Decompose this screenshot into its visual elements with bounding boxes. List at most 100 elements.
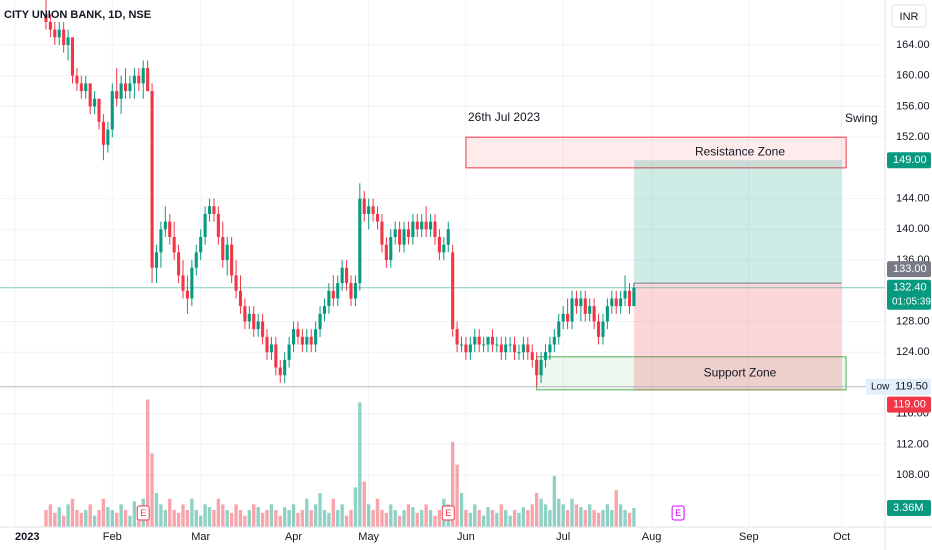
volume-bar [181,504,185,527]
candle-body [424,221,428,230]
candle-body [530,352,534,360]
candle-body [362,198,366,214]
volume-bar [300,510,305,527]
volume-bar [229,512,234,527]
volume-bar [278,515,282,527]
candle-body [44,14,48,22]
volume-bar [433,515,437,527]
candle-body [75,75,79,84]
volume-bar [66,504,70,527]
candle-body [517,352,521,354]
candle-body [464,344,468,353]
volume-bar [526,510,530,527]
volume-bar [313,504,318,527]
candle-body [579,298,583,307]
volume-bar [212,510,216,527]
volume-bar [411,507,415,527]
candle-body [486,336,490,345]
volume-bar [44,510,48,527]
volume-bar [397,515,402,527]
candle-body [526,344,530,353]
candle-body [48,21,52,30]
candle-body [566,313,570,322]
candle-body [146,68,150,92]
low-name: Low [871,381,890,392]
candle-body [433,221,437,238]
candle-body [349,283,353,299]
volume-bar [517,512,521,527]
volume-bar [128,515,132,527]
y-tick-label: 152.00 [896,131,930,143]
volume-bar [145,399,150,527]
candle-body [623,290,627,299]
volume-bar [570,498,574,527]
volume-bar [92,515,97,527]
candle-body [203,213,207,238]
volume-bar [123,510,128,527]
candle-body [110,91,114,130]
volume-bar [539,498,543,527]
candle-body [398,229,402,245]
candle-body [212,206,216,214]
volume-bar [106,507,110,527]
volume-bar [565,510,570,527]
candle-body [309,336,313,345]
volume-bar [340,504,344,527]
volume-bar [194,510,198,527]
candle-body [168,221,172,238]
volume-bar [428,510,433,527]
zone-label: Resistance Zone [695,145,785,159]
candle-body [619,298,623,307]
candle-body [181,275,185,291]
currency-box[interactable] [891,4,927,28]
volume-bar [110,510,114,527]
candle-body [420,221,424,230]
volume-bar [101,498,106,527]
earnings-label: E [675,508,681,518]
candle-body [70,37,75,76]
candle-body [340,267,344,284]
volume-bar [97,510,101,527]
volume-bar [552,476,557,527]
volume-bar [84,510,88,527]
volume-bar [154,493,159,527]
volume-bar [548,510,552,527]
volume-bar [221,504,225,527]
candle-body [384,244,388,261]
candle-body [632,287,636,307]
earnings-marker[interactable] [671,505,685,521]
volume-bar [216,498,221,527]
volume-bar [380,510,384,527]
volume-bar [349,510,353,527]
earnings-marker[interactable] [136,505,150,521]
volume-bar [305,498,309,527]
annotation: 26th Jul 2023 [468,110,540,124]
candle-body [287,344,291,360]
candle-body [442,244,446,253]
volume-bar [534,493,539,527]
candle-body [283,359,287,376]
volume-bar [159,504,163,527]
zone [465,136,847,169]
y-tick-label: 164.00 [896,39,930,51]
volume-bar [176,512,181,527]
volume-bar [618,504,623,527]
candle-body [278,367,282,376]
volume-bar [477,510,481,527]
volume-bar [574,504,579,527]
entry-tag [887,261,931,278]
volume-bar [459,493,464,527]
volume-bar [512,510,517,527]
earnings-marker[interactable] [441,505,455,521]
candle-body [137,75,141,84]
candle-body [199,237,203,253]
candle-body [429,221,433,230]
candle-body [574,298,578,307]
volume-bar [473,504,477,527]
candle-body [406,229,411,238]
volume-bar [203,504,207,527]
volume-bar [424,504,428,527]
candle-body [508,344,512,346]
currency: INR [900,11,919,23]
candle-body [79,83,83,92]
